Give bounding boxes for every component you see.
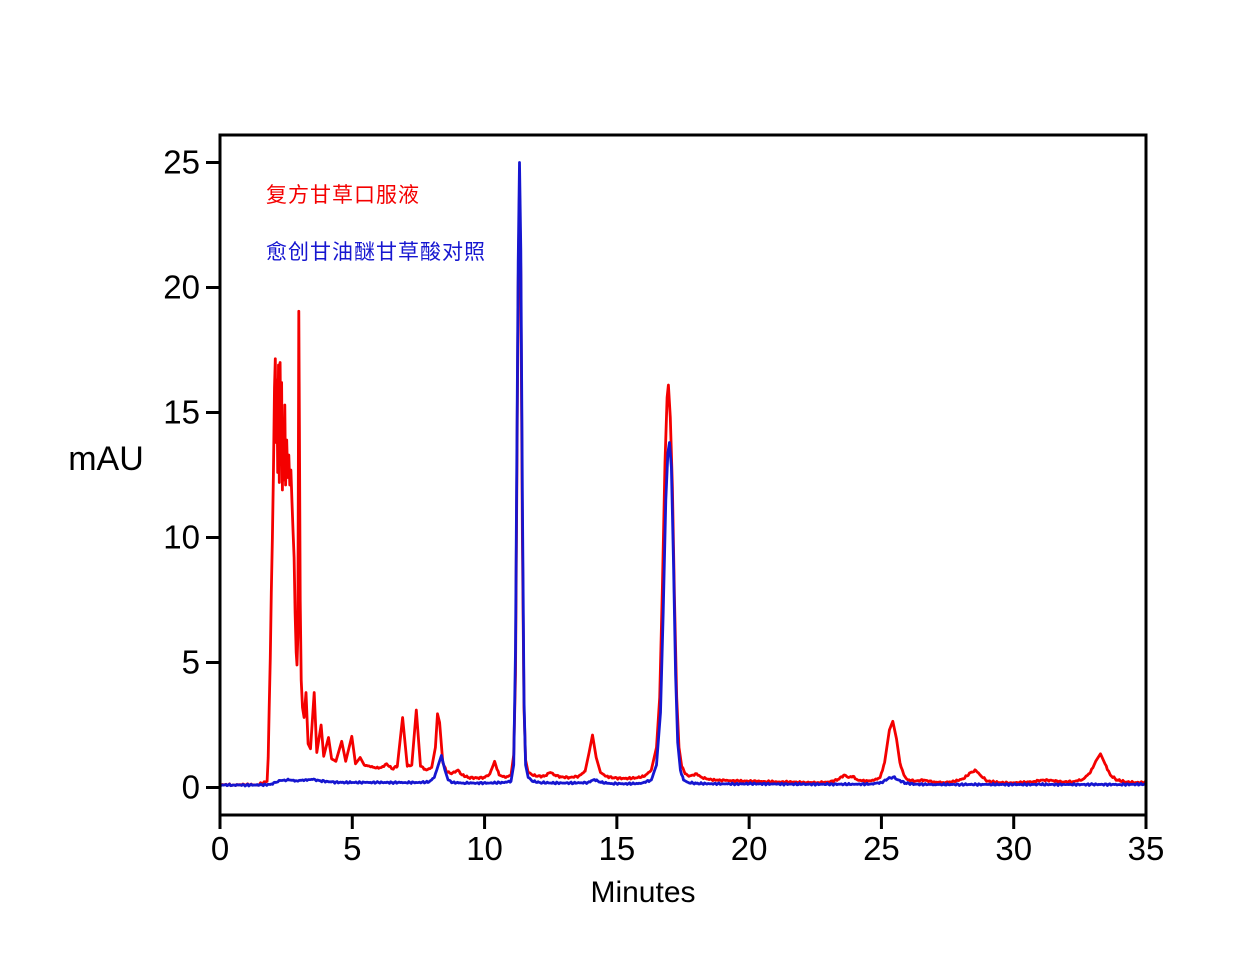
y-axis-tick-label: 0 [182,769,200,806]
y-axis-tick-label: 10 [163,519,200,556]
x-axis-title: Minutes [590,876,695,909]
x-axis-tick-label: 15 [598,830,635,867]
plot-border [218,133,1148,817]
trace-sample-red [218,186,1148,787]
legend-entry-reference: 愈创甘油醚甘草酸对照 [266,241,486,264]
y-axis-tick-label: 25 [163,144,200,181]
y-axis-tick-label: 20 [163,269,200,306]
x-axis-tick-label: 10 [466,830,503,867]
y-axis-tick-label: 5 [182,644,200,681]
x-axis-tick-label: 30 [995,830,1032,867]
x-axis-tick-label: 5 [343,830,361,867]
x-axis-tick-label: 20 [731,830,768,867]
legend-entry-sample: 复方甘草口服液 [266,184,420,207]
y-axis-title: mAU [68,440,144,478]
x-axis-tick-label: 35 [1128,830,1165,867]
x-axis-tick-label: 0 [211,830,229,867]
y-axis-tick-label: 15 [163,394,200,431]
plot-area: 0 5 10 15 20 25 30 35 0 5 10 15 20 25 [163,133,1165,867]
trace-reference-blue [218,161,1148,788]
x-axis-tick-label: 25 [863,830,900,867]
